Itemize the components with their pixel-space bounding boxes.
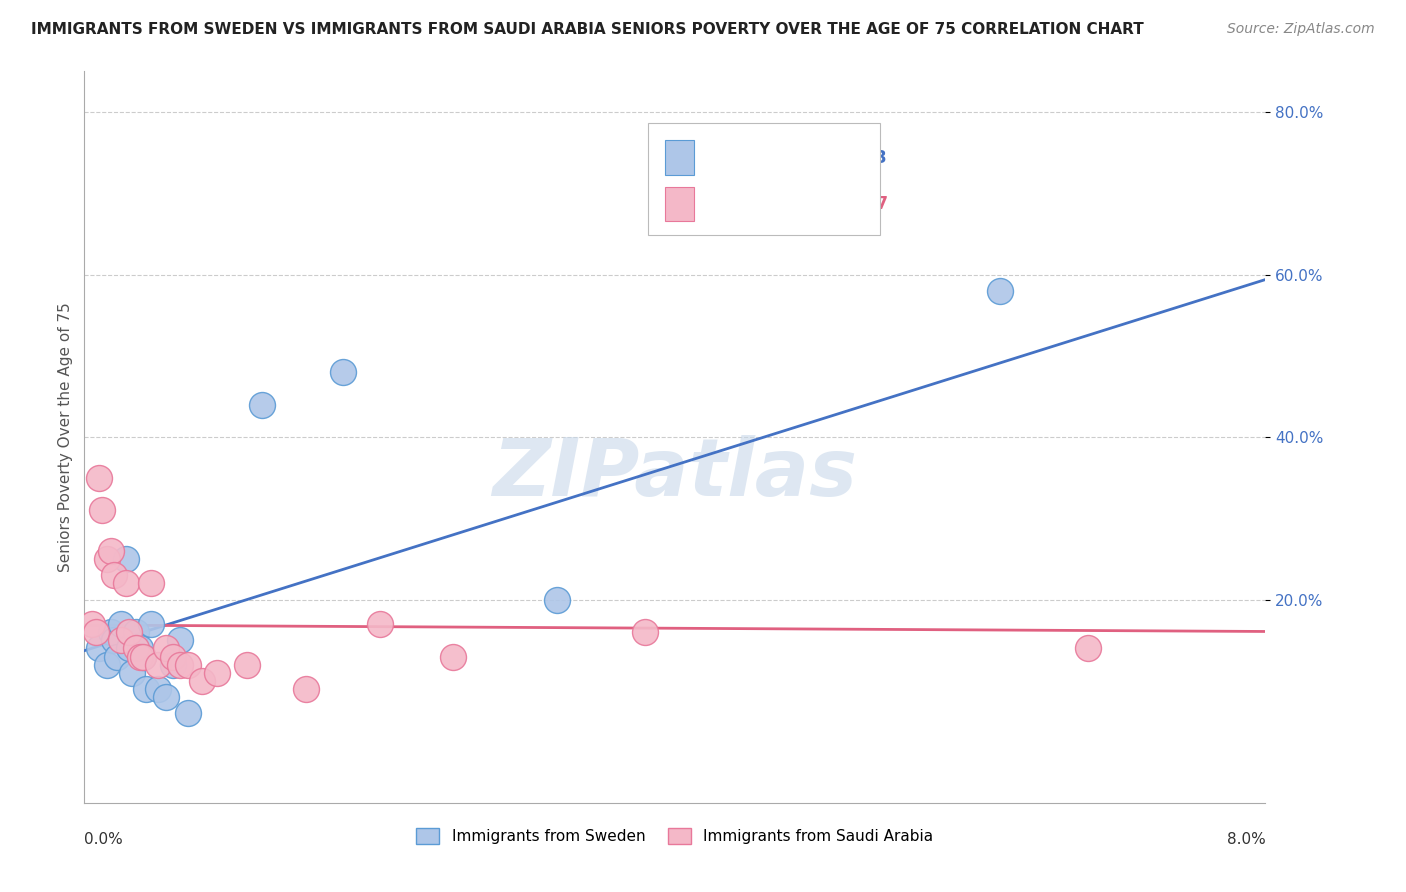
Point	[148, 681, 170, 696]
Point	[96, 552, 118, 566]
Point	[105, 649, 128, 664]
Point	[129, 649, 152, 664]
Point	[91, 503, 114, 517]
Point	[110, 617, 132, 632]
Text: R = -0.022    N = 27: R = -0.022 N = 27	[706, 194, 889, 213]
Point	[332, 365, 354, 379]
Point	[80, 617, 103, 632]
Point	[114, 552, 136, 566]
Point	[368, 617, 391, 632]
Point	[100, 625, 122, 640]
Point	[84, 625, 107, 640]
Point	[443, 649, 465, 664]
Point	[169, 633, 191, 648]
Point	[125, 641, 148, 656]
Point	[546, 592, 568, 607]
Text: 8.0%: 8.0%	[1226, 832, 1265, 847]
Point	[139, 576, 162, 591]
Point	[148, 657, 170, 672]
Point	[295, 681, 318, 696]
Point	[121, 665, 143, 680]
Point	[110, 633, 132, 648]
Point	[177, 657, 200, 672]
Text: ZIPatlas: ZIPatlas	[492, 434, 858, 513]
Point	[103, 568, 125, 582]
Point	[118, 641, 141, 656]
Point	[162, 657, 184, 672]
Point	[988, 284, 1011, 298]
Point	[236, 657, 259, 672]
Point	[135, 681, 157, 696]
Legend: Immigrants from Sweden, Immigrants from Saudi Arabia: Immigrants from Sweden, Immigrants from …	[411, 822, 939, 850]
Point	[87, 471, 111, 485]
Point	[114, 576, 136, 591]
Point	[1077, 641, 1099, 656]
Point	[100, 544, 122, 558]
Point	[250, 398, 273, 412]
Point	[139, 617, 162, 632]
Point	[129, 641, 152, 656]
Text: 0.0%: 0.0%	[84, 832, 124, 847]
Point	[162, 649, 184, 664]
Point	[177, 706, 200, 721]
Point	[634, 625, 657, 640]
Point	[155, 641, 177, 656]
Point	[191, 673, 214, 688]
Text: Source: ZipAtlas.com: Source: ZipAtlas.com	[1227, 22, 1375, 37]
Y-axis label: Seniors Poverty Over the Age of 75: Seniors Poverty Over the Age of 75	[58, 302, 73, 572]
Text: R =  0.580    N = 23: R = 0.580 N = 23	[706, 149, 887, 167]
Point	[169, 657, 191, 672]
Point	[207, 665, 229, 680]
Point	[125, 625, 148, 640]
Point	[103, 633, 125, 648]
Point	[87, 641, 111, 656]
Point	[155, 690, 177, 705]
Text: IMMIGRANTS FROM SWEDEN VS IMMIGRANTS FROM SAUDI ARABIA SENIORS POVERTY OVER THE : IMMIGRANTS FROM SWEDEN VS IMMIGRANTS FRO…	[31, 22, 1143, 37]
Point	[96, 657, 118, 672]
Point	[118, 625, 141, 640]
Point	[132, 649, 155, 664]
Point	[132, 649, 155, 664]
